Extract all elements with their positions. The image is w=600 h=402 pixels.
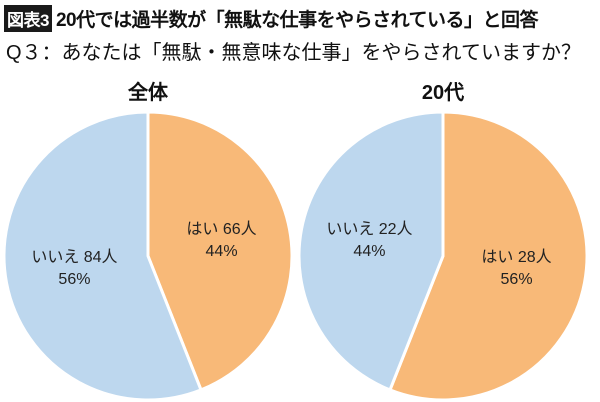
figure-badge: 図表3 xyxy=(4,4,52,32)
slice-label: いいえ 84人 xyxy=(31,248,117,266)
pie-title-20s: 20代 xyxy=(421,82,465,104)
pie-slice-yes xyxy=(146,110,294,392)
slice-percent: 56% xyxy=(501,271,533,288)
survey-question: Q３：あなたは「無駄・無意味な仕事」をやらされていますか？ xyxy=(6,42,581,64)
pie-slice-no xyxy=(297,110,445,392)
slice-label: いいえ 22人 xyxy=(326,220,412,238)
slice-label: はい 66人 xyxy=(186,220,256,238)
pie-title-overall: 全体 xyxy=(128,82,168,104)
slice-percent: 44% xyxy=(353,243,385,260)
pie-slice-yes xyxy=(388,110,589,402)
slice-percent: 56% xyxy=(58,271,90,288)
pie-slice-no xyxy=(2,110,203,402)
chart-header: 図表3 20代では過半数が「無駄な仕事をやらされている」と回答 xyxy=(4,4,539,32)
figure-title: 20代では過半数が「無駄な仕事をやらされている」と回答 xyxy=(55,9,539,31)
slice-percent: 44% xyxy=(206,243,238,260)
slice-label: はい 28人 xyxy=(481,248,551,266)
